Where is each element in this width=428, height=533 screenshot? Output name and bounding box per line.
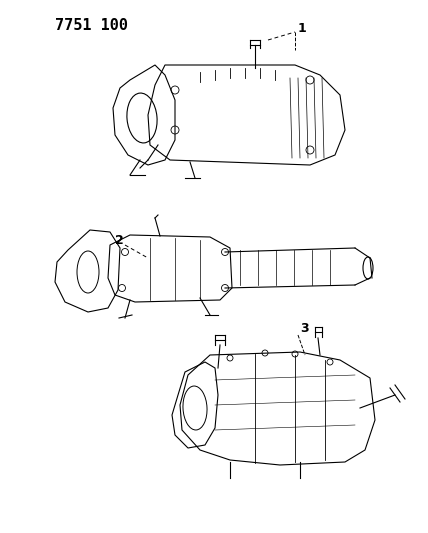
Text: 1: 1 (298, 21, 307, 35)
Text: 2: 2 (115, 233, 124, 246)
Text: 7751 100: 7751 100 (55, 18, 128, 33)
Text: 3: 3 (300, 321, 309, 335)
